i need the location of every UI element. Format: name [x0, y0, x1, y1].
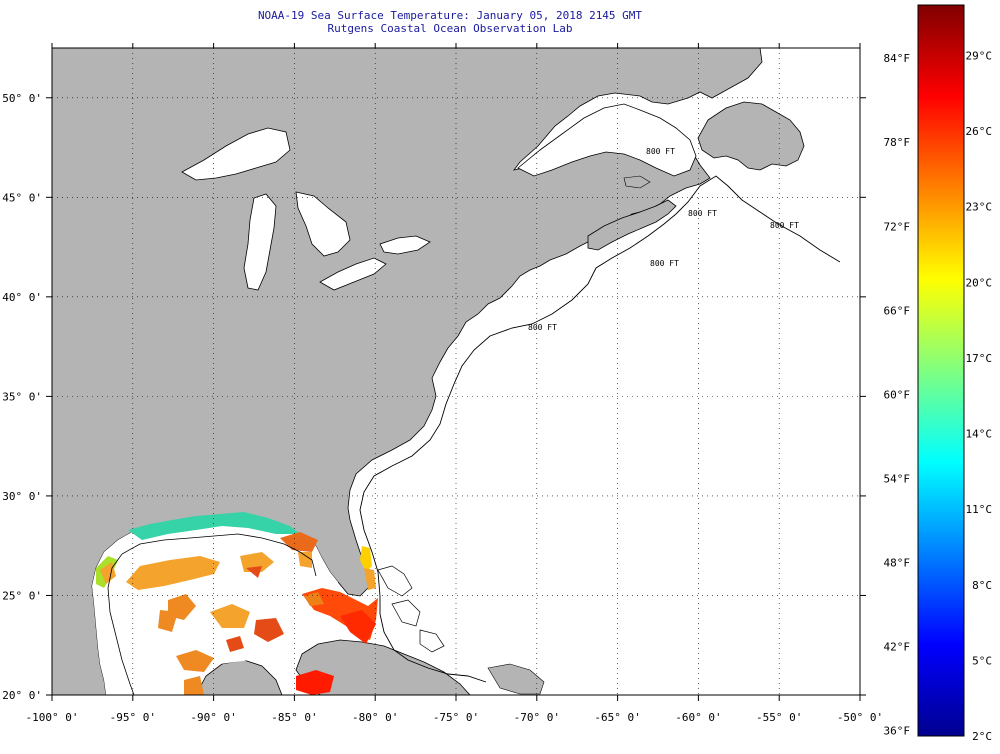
colorbar-fahrenheit-labels: 36°F 42°F 48°F 54°F 60°F 66°F 72°F 78°F 84°F	[884, 52, 911, 737]
colorbar-c-label: 23°C	[966, 201, 993, 214]
lon-label: -75° 0'	[433, 711, 479, 724]
colorbar-f-label: 84°F	[884, 52, 911, 65]
gulf-ocean	[92, 516, 338, 695]
land-yucatan	[195, 659, 283, 695]
lat-label: 35° 0'	[2, 390, 42, 403]
gulf-contour-west	[107, 567, 135, 695]
colorbar-c-label: 5°C	[972, 654, 992, 667]
longitude-axis: -100° 0' -95° 0' -90° 0' -85° 0' -80° 0' -75°…	[26, 43, 883, 724]
contour-label: 800 FT	[646, 147, 675, 156]
land-nova-scotia	[587, 199, 677, 251]
lon-label: -70° 0'	[514, 711, 560, 724]
lake-huron	[295, 191, 351, 257]
lat-label: 45° 0'	[2, 191, 42, 204]
sst-data	[92, 512, 378, 695]
contour-labels: 800 FT 800 FT 800 FT 800 FT 800 FT	[528, 147, 799, 332]
lon-label: -100° 0'	[26, 711, 79, 724]
lon-label: -65° 0'	[594, 711, 640, 724]
colorbar-c-label: 17°C	[966, 352, 993, 365]
contour-label: 800 FT	[770, 221, 799, 230]
colorbar-f-label: 78°F	[884, 136, 911, 149]
colorbar-celsius-labels: 2°C 5°C 8°C 11°C 14°C 17°C 20°C 23°C 26°C 29°C	[966, 49, 993, 743]
plot-area	[52, 48, 860, 695]
colorbar-f-label: 72°F	[884, 220, 911, 233]
colorbar-f-label: 48°F	[884, 556, 911, 569]
lon-label: -50° 0'	[837, 711, 883, 724]
depth-contour	[359, 175, 841, 683]
contour-label: 800 FT	[528, 323, 557, 332]
colorbar-c-label: 8°C	[972, 579, 992, 592]
colorbar-f-label: 60°F	[884, 388, 911, 401]
lon-label: -85° 0'	[271, 711, 317, 724]
lat-label: 50° 0'	[2, 92, 42, 105]
colorbar-c-label: 29°C	[966, 49, 993, 62]
colorbar-f-label: 66°F	[884, 304, 911, 317]
lon-label: -55° 0'	[756, 711, 802, 724]
latitude-axis: 20° 0' 25° 0' 30° 0' 35° 0' 40° 0' 45° 0' 50° …	[2, 92, 866, 702]
great-lakes	[181, 127, 431, 291]
map-title: NOAA-19 Sea Surface Temperature: January…	[257, 9, 643, 22]
lake-erie	[319, 257, 387, 291]
land-bahamas	[377, 565, 445, 653]
colorbar: 36°F 42°F 48°F 54°F 60°F 66°F 72°F 78°F 84°F 2°C…	[884, 4, 993, 743]
lon-label: -60° 0'	[675, 711, 721, 724]
contour-label: 800 FT	[650, 259, 679, 268]
contour-label: 800 FT	[688, 209, 717, 218]
lat-label: 30° 0'	[2, 490, 42, 503]
lat-label: 25° 0'	[2, 589, 42, 602]
land-newfoundland	[697, 101, 805, 171]
gulf-contour	[111, 533, 317, 577]
lake-superior	[181, 127, 291, 181]
land-pei	[623, 175, 651, 189]
colorbar-c-label: 2°C	[972, 730, 992, 743]
lake-michigan	[243, 193, 277, 291]
colorbar-c-label: 26°C	[966, 125, 993, 138]
lat-label: 40° 0'	[2, 291, 42, 304]
colorbar-c-label: 14°C	[966, 428, 993, 441]
colorbar-c-label: 11°C	[966, 503, 993, 516]
colorbar-bar	[917, 4, 965, 737]
lon-label: -80° 0'	[352, 711, 398, 724]
colorbar-f-label: 36°F	[884, 724, 911, 737]
gulf-st-lawrence	[517, 103, 697, 177]
land-hispaniola	[487, 663, 545, 695]
lon-label: -95° 0'	[110, 711, 156, 724]
map-subtitle: Rutgens Coastal Ocean Observation Lab	[327, 22, 573, 35]
lake-ontario	[379, 235, 431, 255]
lat-label: 20° 0'	[2, 689, 42, 702]
colorbar-c-label: 20°C	[966, 276, 993, 289]
colorbar-f-label: 42°F	[884, 640, 911, 653]
colorbar-f-label: 54°F	[884, 472, 911, 485]
lon-label: -90° 0'	[190, 711, 236, 724]
